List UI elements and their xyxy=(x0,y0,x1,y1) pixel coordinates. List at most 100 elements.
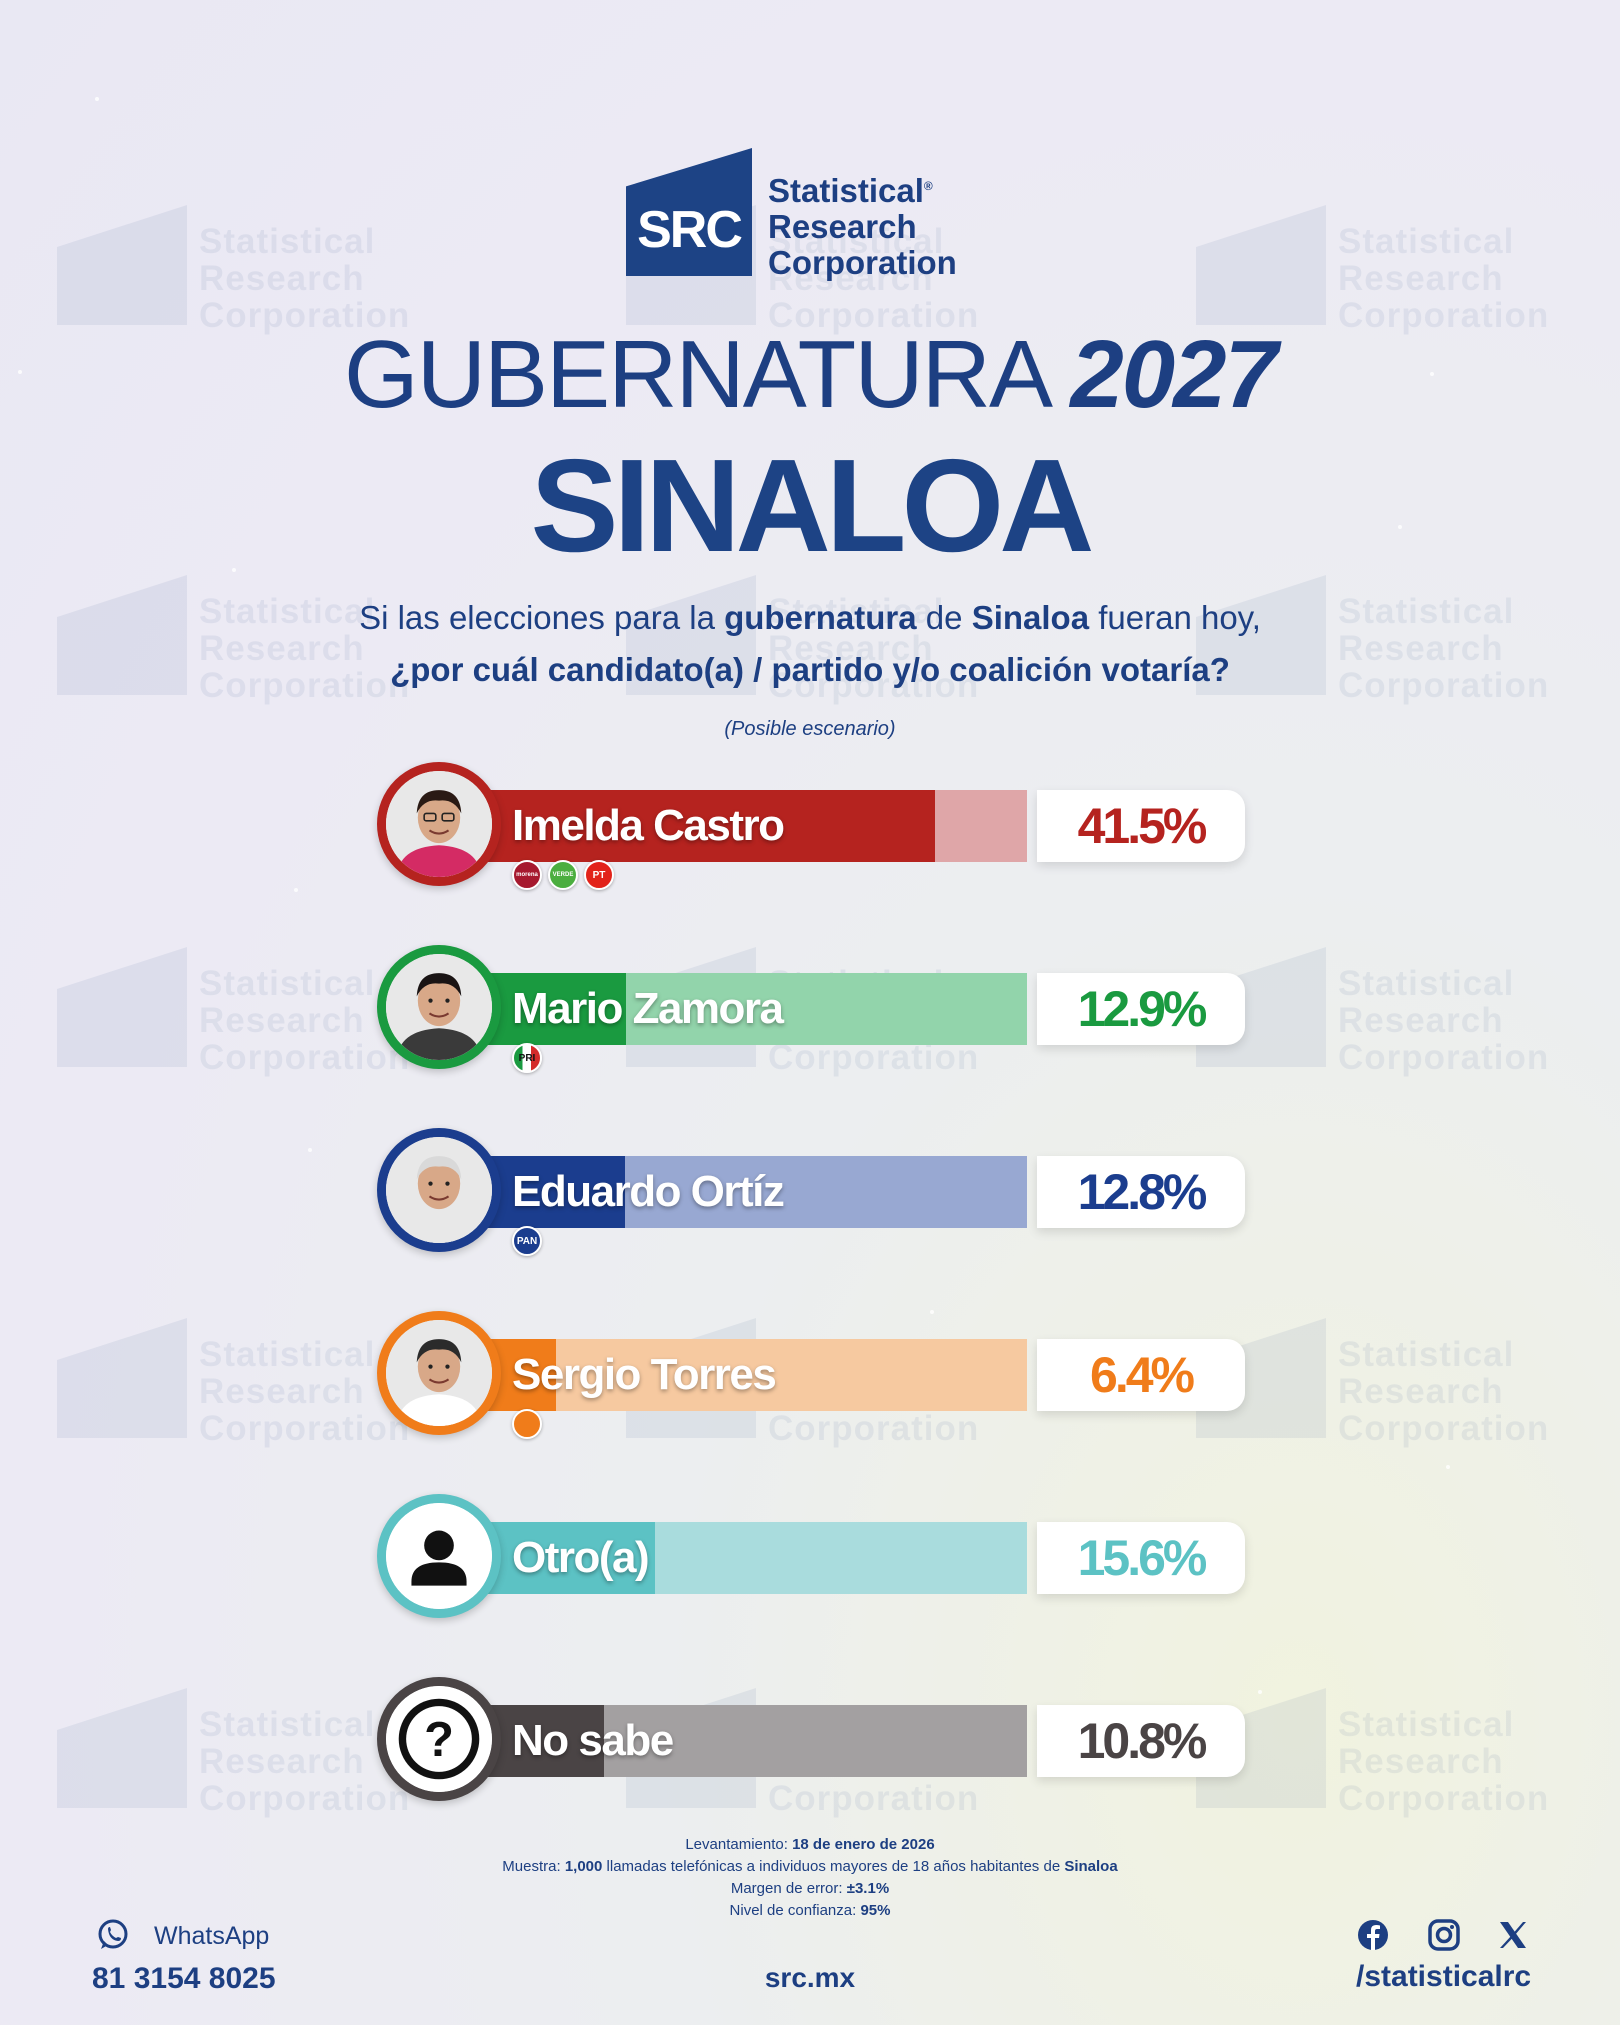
value-label: 12.8% xyxy=(1037,1156,1245,1228)
sparkle-dot xyxy=(930,1310,934,1314)
party-logo-pri-icon: PRI xyxy=(512,1043,542,1073)
bar-row-mario-zamora: 12.9% Mario Zamora PRI xyxy=(377,945,1247,1075)
candidate-photo xyxy=(377,762,501,886)
bar-mario-zamora xyxy=(487,973,626,1045)
sample-value: 1,000 xyxy=(564,1858,603,1875)
party-logo-pan-icon: PAN xyxy=(512,1226,542,1256)
party-logos xyxy=(512,1409,542,1439)
margin-value: ±3.1% xyxy=(846,1880,890,1897)
src-logo: SRC Statistical® Research Corporation xyxy=(626,148,1006,288)
category-label: Sergio Torres xyxy=(512,1350,777,1399)
value-label: 41.5% xyxy=(1037,790,1245,862)
question-bold-2: Sinaloa xyxy=(971,599,1090,636)
party-logos: PRI xyxy=(512,1043,542,1073)
sparkle-dot xyxy=(232,568,236,572)
website-link[interactable]: src.mx xyxy=(764,1962,856,1993)
logo-initials: SRC xyxy=(637,201,743,259)
title-year: 2027 xyxy=(1070,321,1278,428)
title-word: GUBERNATURA xyxy=(344,321,1048,428)
bar-row-eduardo-ortiz: 12.8% Eduardo Ortíz PAN xyxy=(377,1128,1247,1258)
x-icon[interactable] xyxy=(1496,1918,1530,1952)
party-logos: morena VERDE PT xyxy=(512,860,614,890)
sparkle-dot xyxy=(1430,372,1434,376)
watermark-mark xyxy=(57,1318,187,1438)
watermark-mark xyxy=(1196,205,1326,325)
question-bold-1: gubernatura xyxy=(724,599,917,636)
social-icons xyxy=(1356,1918,1536,1954)
category-label: No sabe xyxy=(512,1716,674,1765)
candidate-photo xyxy=(377,945,501,1069)
category-label: Otro(a) xyxy=(512,1533,650,1582)
party-logo-pt-icon: PT xyxy=(584,860,614,890)
facebook-icon[interactable] xyxy=(1356,1918,1390,1952)
party-logo-verde-icon: VERDE xyxy=(548,860,578,890)
confidence-label: Nivel de confianza: xyxy=(729,1902,861,1919)
question-line-2: ¿por cuál candidato(a) / partido y/o coa… xyxy=(390,651,1230,688)
bar-row-sergio-torres: 6.4% Sergio Torres xyxy=(377,1311,1247,1441)
phone-number[interactable]: 81 3154 8025 xyxy=(92,1962,276,1995)
question-mark-icon: ? xyxy=(377,1677,501,1801)
sparkle-dot xyxy=(1258,1690,1262,1694)
sparkle-dot xyxy=(294,888,298,892)
sparkle-dot xyxy=(95,97,99,101)
category-label: Mario Zamora xyxy=(512,984,784,1033)
sparkle-dot xyxy=(1446,1465,1450,1469)
logo-line-1: Statistical xyxy=(768,172,924,209)
date-label: Levantamiento: xyxy=(685,1836,793,1853)
person-icon xyxy=(377,1494,501,1618)
social-handle[interactable]: /statisticalrc xyxy=(1356,1960,1532,1993)
sparkle-dot xyxy=(308,1148,312,1152)
scenario-note: (Posible escenario) xyxy=(724,718,896,740)
logo-line-2: Research xyxy=(768,208,917,245)
sparkle-dot xyxy=(1398,525,1402,529)
bar-no-sabe xyxy=(487,1705,604,1777)
value-label: 12.9% xyxy=(1037,973,1245,1045)
registered-mark: ® xyxy=(923,179,933,193)
sample-text: llamadas telefónicas a individuos mayore… xyxy=(602,1858,1065,1875)
state-title: SINALOA xyxy=(530,432,1095,579)
bar-otro-a xyxy=(487,1522,655,1594)
date-value: 18 de enero de 2026 xyxy=(792,1836,935,1853)
watermark-mark xyxy=(57,1688,187,1808)
methodology: Levantamiento: 18 de enero de 2026 Muest… xyxy=(0,1834,1620,1922)
question-text-2: de xyxy=(916,599,972,636)
bar-row-otro-a: 15.6% Otro(a) xyxy=(377,1494,1247,1624)
bar-row-imelda-castro: 41.5% Imelda Castro morena VERDE PT xyxy=(377,762,1247,892)
confidence-value: 95% xyxy=(860,1902,891,1919)
candidate-photo xyxy=(377,1311,501,1435)
instagram-icon[interactable] xyxy=(1427,1918,1461,1952)
value-label: 10.8% xyxy=(1037,1705,1245,1777)
whatsapp-icon xyxy=(98,1919,128,1949)
svg-text:?: ? xyxy=(424,1713,454,1767)
sample-state: Sinaloa xyxy=(1064,1858,1118,1875)
category-label: Eduardo Ortíz xyxy=(512,1167,785,1216)
bar-track xyxy=(487,1339,1027,1411)
candidate-photo xyxy=(377,1128,501,1252)
question-text-3: fueran hoy, xyxy=(1089,599,1261,636)
bar-eduardo-ortiz xyxy=(487,1156,625,1228)
logo-line-3: Corporation xyxy=(768,244,957,281)
sample-label: Muestra: xyxy=(502,1858,565,1875)
logo-name: Statistical® Research Corporation xyxy=(768,168,957,281)
bar-row-no-sabe: 10.8%? No sabe xyxy=(377,1677,1247,1807)
bar-imelda-castro xyxy=(487,790,935,862)
party-logo-morena-icon: morena xyxy=(512,860,542,890)
sparkle-dot xyxy=(18,370,22,374)
category-label: Imelda Castro xyxy=(512,801,785,850)
value-label: 6.4% xyxy=(1037,1339,1245,1411)
watermark-mark xyxy=(57,205,187,325)
margin-label: Margen de error: xyxy=(730,1880,847,1897)
value-label: 15.6% xyxy=(1037,1522,1245,1594)
party-logo-mc-icon xyxy=(512,1409,542,1439)
watermark-mark xyxy=(57,947,187,1067)
question-text-1: Si las elecciones para la xyxy=(359,599,725,636)
party-logos: PAN xyxy=(512,1226,542,1256)
survey-question: Si las elecciones para la gubernatura de… xyxy=(0,592,1620,696)
page-title: GUBERNATURA 2027 xyxy=(0,320,1620,430)
whatsapp-label: WhatsApp xyxy=(154,1922,270,1950)
